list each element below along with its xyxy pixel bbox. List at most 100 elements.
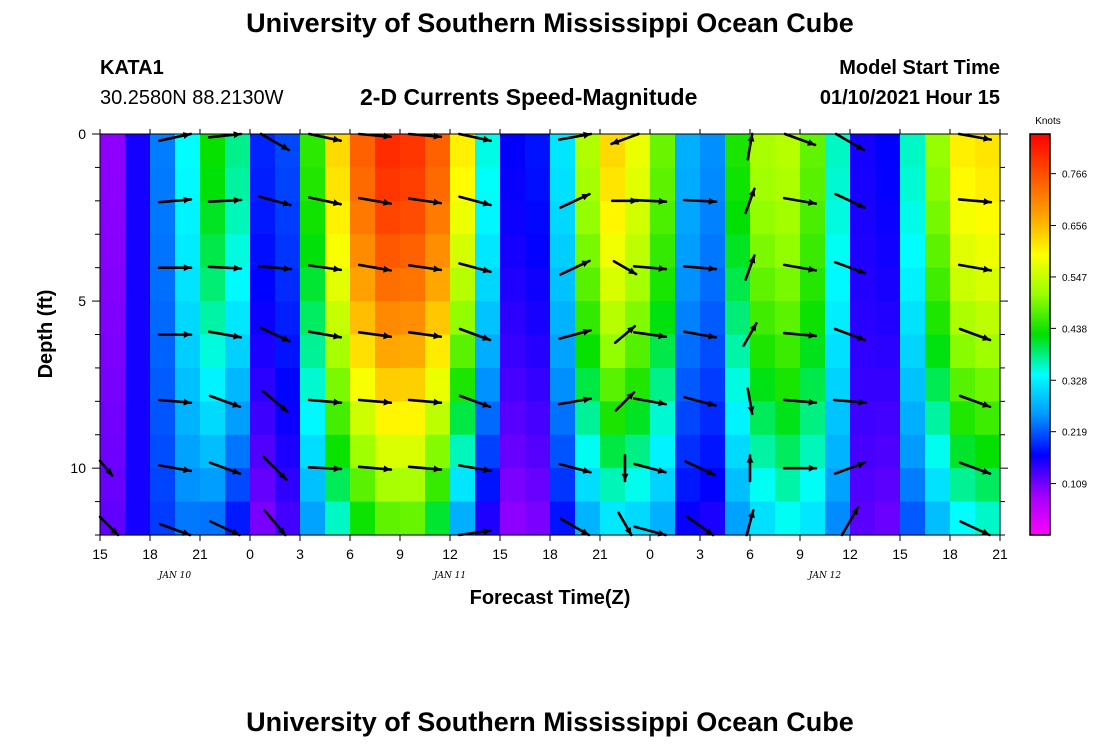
current-arrow — [744, 187, 756, 215]
heat-cell — [400, 401, 426, 436]
current-arrow — [157, 464, 193, 474]
heat-cell — [100, 267, 126, 302]
heat-cell — [250, 401, 276, 436]
current-arrow — [357, 263, 393, 273]
current-arrow — [357, 398, 393, 406]
heat-cell — [725, 468, 751, 503]
heat-cell — [100, 134, 126, 169]
heat-cell — [200, 267, 226, 302]
heat-cell — [800, 401, 826, 436]
heat-cell — [775, 468, 801, 503]
x-tick-label: 0 — [246, 546, 254, 562]
heat-cell — [900, 167, 926, 202]
heat-cell — [925, 468, 951, 503]
heat-cell — [500, 401, 526, 436]
x-tick-label: 21 — [992, 546, 1008, 562]
current-arrow — [683, 395, 717, 407]
heat-cell — [625, 434, 651, 469]
current-arrow — [783, 132, 817, 147]
heat-cell — [975, 234, 1001, 269]
current-arrow — [632, 397, 668, 407]
heat-cell — [650, 434, 676, 469]
heat-cell — [250, 267, 276, 302]
current-arrow — [357, 465, 393, 473]
heat-cell — [475, 301, 501, 336]
heat-cell — [175, 334, 201, 369]
current-arrow — [782, 398, 818, 406]
current-arrow — [259, 326, 291, 343]
heat-cell — [225, 267, 251, 302]
heat-cell — [900, 501, 926, 536]
heat-cell — [150, 334, 176, 369]
x-tick-label: 15 — [492, 546, 508, 562]
heat-cell — [775, 167, 801, 202]
heat-cell — [400, 434, 426, 469]
heat-cell — [400, 334, 426, 369]
heat-cell — [375, 200, 401, 235]
heat-cell — [725, 301, 751, 336]
heat-cell — [925, 434, 951, 469]
current-arrow — [684, 460, 716, 477]
heat-cell — [175, 234, 201, 269]
heat-cell — [600, 267, 626, 302]
heat-cell — [900, 134, 926, 169]
heat-cell — [650, 134, 676, 169]
heat-cell — [675, 334, 701, 369]
heat-cell — [950, 167, 976, 202]
heat-cell — [850, 501, 876, 536]
heat-cell — [375, 234, 401, 269]
current-arrow — [746, 454, 754, 483]
heat-cell — [750, 367, 776, 402]
heat-cell — [850, 401, 876, 436]
heat-cell — [875, 167, 901, 202]
current-arrow — [744, 254, 756, 282]
current-arrow — [458, 327, 492, 342]
colorbar-unit: Knots — [1035, 116, 1061, 127]
heat-cell — [825, 434, 851, 469]
heat-cell — [300, 367, 326, 402]
heat-cell — [675, 234, 701, 269]
x-tick-label: 6 — [746, 546, 754, 562]
heat-cell — [250, 468, 276, 503]
heat-cell — [475, 468, 501, 503]
current-arrow — [157, 398, 193, 406]
current-arrow — [632, 197, 668, 205]
heat-cell — [575, 367, 601, 402]
heat-cell — [425, 200, 451, 235]
current-arrow — [307, 132, 343, 143]
colorbar-tick-label: 0.328 — [1062, 376, 1087, 387]
heat-cell — [525, 234, 551, 269]
heat-cell — [925, 134, 951, 169]
heat-cell — [850, 367, 876, 402]
heat-cell — [350, 301, 376, 336]
heat-cell — [975, 434, 1001, 469]
heat-cell — [700, 434, 726, 469]
current-arrow — [840, 505, 860, 537]
heat-cell — [900, 334, 926, 369]
current-arrow — [834, 192, 866, 209]
heat-cell — [225, 334, 251, 369]
heat-cell — [325, 267, 351, 302]
current-arrow — [559, 192, 591, 209]
x-tick-label: 15 — [892, 546, 908, 562]
heat-cell — [525, 401, 551, 436]
current-arrow — [957, 132, 993, 142]
heat-cell — [525, 167, 551, 202]
current-arrow — [782, 331, 818, 339]
heat-cell — [275, 267, 301, 302]
heat-cell — [475, 234, 501, 269]
current-arrow — [207, 196, 243, 204]
heat-cell — [575, 234, 601, 269]
station-coordinates: 30.2580N 88.2130W — [100, 87, 284, 109]
heat-cell — [450, 200, 476, 235]
current-arrow — [957, 198, 993, 206]
current-arrow — [258, 195, 292, 207]
x-tick-label: 21 — [592, 546, 608, 562]
heat-cell — [600, 200, 626, 235]
current-arrow — [959, 520, 991, 537]
heat-cell — [100, 200, 126, 235]
heat-cell — [525, 200, 551, 235]
current-arrow — [617, 511, 633, 537]
heat-cell — [975, 200, 1001, 235]
heat-cell — [875, 267, 901, 302]
